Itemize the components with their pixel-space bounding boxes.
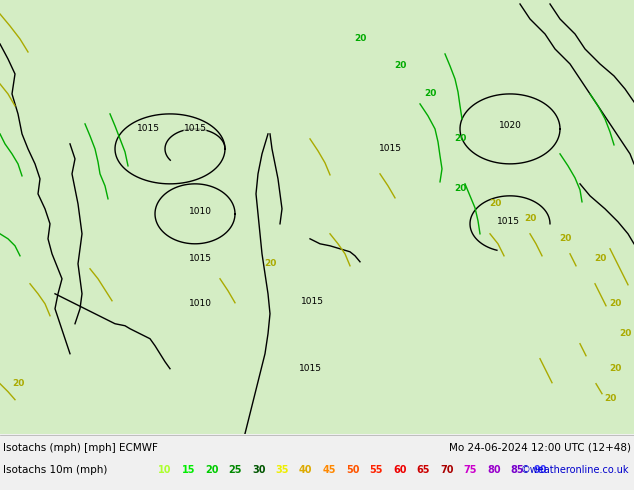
Text: 70: 70 (440, 465, 453, 475)
Text: ©weatheronline.co.uk: ©weatheronline.co.uk (521, 465, 629, 475)
Text: 20: 20 (609, 364, 621, 373)
Text: 1015: 1015 (188, 254, 212, 263)
Text: 20: 20 (205, 465, 219, 475)
Text: 20: 20 (559, 234, 571, 244)
Text: 75: 75 (463, 465, 477, 475)
Text: 20: 20 (424, 89, 436, 98)
Text: 80: 80 (487, 465, 501, 475)
Text: 60: 60 (393, 465, 406, 475)
Text: 20: 20 (454, 134, 466, 144)
Text: 20: 20 (604, 394, 616, 403)
Text: Isotachs (mph) [mph] ECMWF: Isotachs (mph) [mph] ECMWF (3, 443, 158, 453)
Text: 1015: 1015 (136, 124, 160, 133)
Text: 20: 20 (264, 259, 276, 269)
Text: 1015: 1015 (183, 124, 207, 133)
Text: Isotachs 10m (mph): Isotachs 10m (mph) (3, 465, 107, 475)
Text: 55: 55 (370, 465, 383, 475)
Text: 1010: 1010 (188, 207, 212, 216)
Text: 1015: 1015 (496, 218, 519, 226)
Text: 40: 40 (299, 465, 313, 475)
Text: 20: 20 (594, 254, 606, 263)
Text: 20: 20 (619, 329, 631, 338)
Text: 65: 65 (417, 465, 430, 475)
Text: 20: 20 (12, 379, 24, 388)
Text: 85: 85 (510, 465, 524, 475)
Text: 30: 30 (252, 465, 266, 475)
Text: 1015: 1015 (378, 145, 401, 153)
Text: 1015: 1015 (299, 364, 321, 373)
Text: 20: 20 (454, 184, 466, 194)
Text: 20: 20 (354, 34, 366, 44)
Text: 25: 25 (228, 465, 242, 475)
Text: 35: 35 (276, 465, 289, 475)
Text: 45: 45 (323, 465, 336, 475)
Text: 20: 20 (489, 199, 501, 208)
Text: 20: 20 (609, 299, 621, 308)
Text: 50: 50 (346, 465, 359, 475)
Text: 15: 15 (181, 465, 195, 475)
Text: 20: 20 (524, 214, 536, 223)
Text: Mo 24-06-2024 12:00 UTC (12+48): Mo 24-06-2024 12:00 UTC (12+48) (449, 443, 631, 453)
Text: 90: 90 (534, 465, 548, 475)
Text: 10: 10 (158, 465, 172, 475)
Text: 1020: 1020 (498, 122, 521, 130)
Text: 1010: 1010 (188, 299, 212, 308)
Text: 20: 20 (394, 61, 406, 71)
Text: 1015: 1015 (301, 297, 323, 306)
